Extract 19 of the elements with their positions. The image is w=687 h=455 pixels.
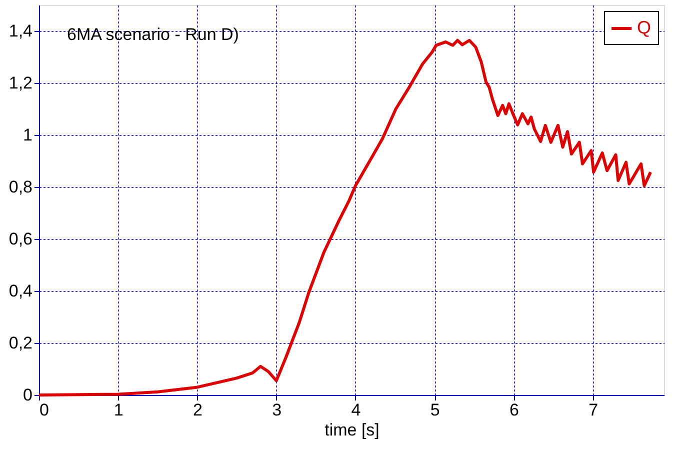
- y-tick-label: 1,4: [8, 22, 32, 40]
- x-tick-label: 5: [430, 400, 440, 420]
- x-tick-label: 6: [509, 400, 519, 420]
- x-tick-label: 7: [588, 400, 598, 420]
- y-tick-label: 0,2: [8, 334, 32, 352]
- x-tick-label: 2: [192, 400, 202, 420]
- y-tick-label: 1,2: [8, 74, 32, 92]
- x-tick-label: 3: [272, 400, 282, 420]
- y-tick-label: 0,4: [8, 282, 32, 300]
- x-axis-title: time [s]: [324, 420, 380, 440]
- y-tick-label: 0: [23, 386, 32, 404]
- y-tick-label: 0,6: [8, 230, 32, 248]
- x-tick-label: 4: [351, 400, 361, 420]
- legend-label: Q: [637, 18, 652, 38]
- x-tick-label: 0: [40, 400, 49, 420]
- x-tick-label: 1: [114, 400, 124, 420]
- y-tick-label: 0,8: [8, 178, 32, 196]
- y-tick-label: 1: [23, 126, 32, 144]
- annotation: 6MA scenario - Run D): [67, 25, 239, 44]
